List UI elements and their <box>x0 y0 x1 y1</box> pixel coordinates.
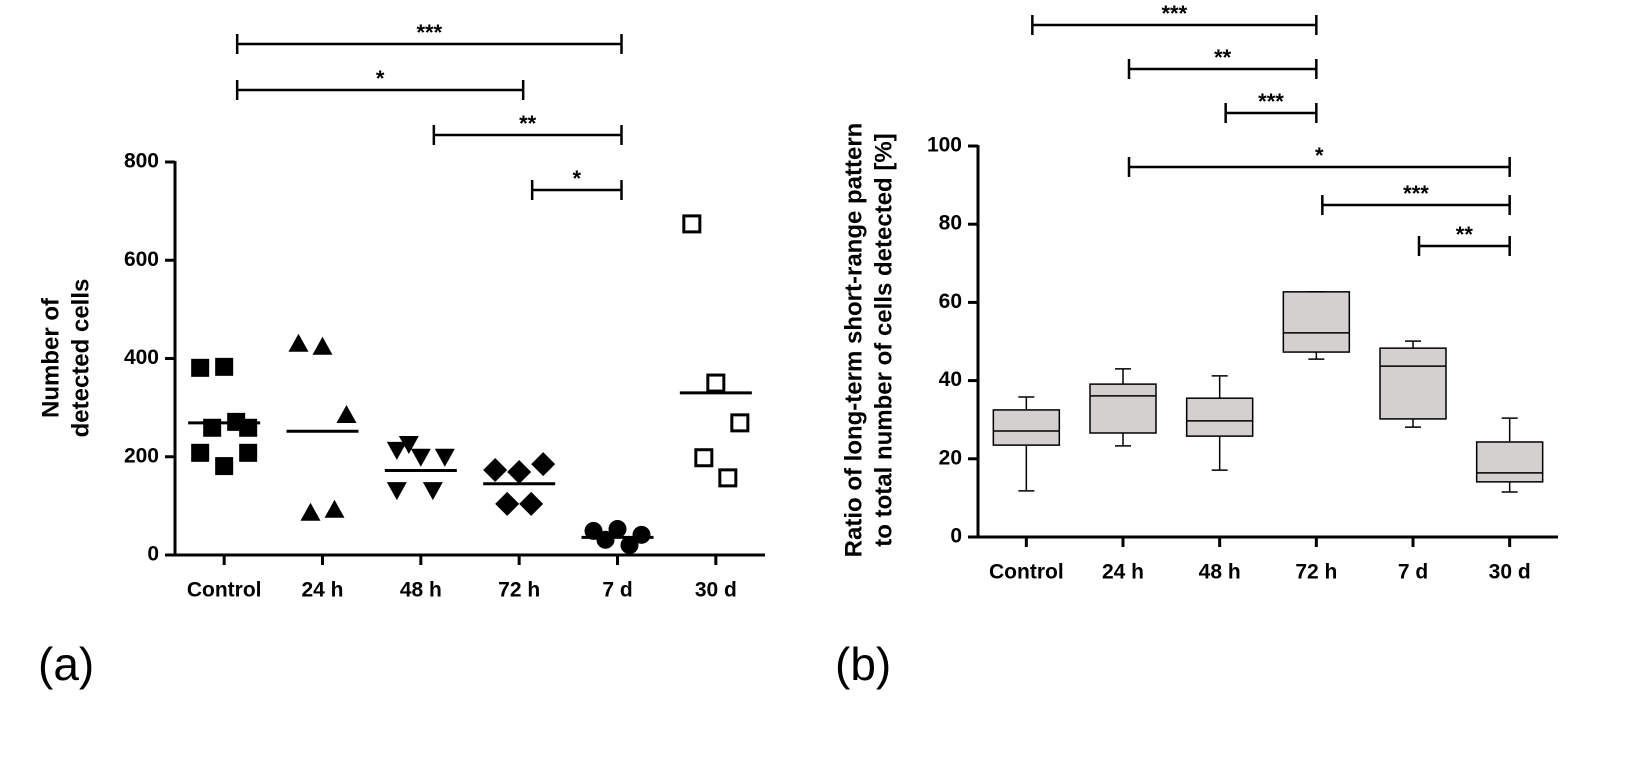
x-tick-label: 30 d <box>695 579 737 602</box>
data-point <box>596 530 615 549</box>
data-point <box>519 491 544 516</box>
y-axis-label: to total number of cells detected [%] <box>870 133 897 546</box>
data-point <box>706 373 726 393</box>
data-point <box>215 357 234 376</box>
significance-label: *** <box>416 20 442 45</box>
y-axis-label: detected cells <box>67 279 94 438</box>
data-point <box>694 448 714 468</box>
data-point <box>632 525 651 544</box>
y-tick-label: 0 <box>950 525 962 548</box>
y-tick-label: 600 <box>124 248 159 271</box>
data-point <box>434 448 455 467</box>
y-tick-label: 400 <box>124 346 159 369</box>
box <box>1089 383 1157 434</box>
y-tick-label: 80 <box>939 212 962 235</box>
data-point <box>288 333 309 352</box>
panel-label: (b) <box>835 638 891 690</box>
y-tick-label: 100 <box>927 134 962 157</box>
significance-label: ** <box>1214 45 1232 70</box>
box <box>1475 441 1544 483</box>
significance-label: * <box>1315 143 1324 168</box>
significance-label: *** <box>1403 181 1429 206</box>
x-tick-label: 72 h <box>498 579 540 602</box>
x-tick-label: Control <box>989 561 1064 584</box>
data-point <box>495 491 520 516</box>
x-tick-label: 7 d <box>602 579 632 602</box>
data-point <box>608 519 627 538</box>
y-tick-label: 40 <box>939 368 962 391</box>
x-tick-label: 30 d <box>1489 561 1531 584</box>
data-point <box>483 458 508 483</box>
data-point <box>730 413 750 433</box>
data-point <box>324 499 345 518</box>
data-point <box>531 452 556 477</box>
significance-label: *** <box>1258 89 1284 114</box>
data-point <box>718 468 738 488</box>
data-point <box>336 404 357 423</box>
box <box>1185 397 1254 437</box>
data-point <box>312 336 333 355</box>
panel-label: (a) <box>38 638 94 690</box>
data-point <box>386 441 407 460</box>
significance-label: * <box>573 166 582 191</box>
y-tick-label: 20 <box>939 446 962 469</box>
x-tick-label: 7 d <box>1398 561 1428 584</box>
significance-label: ** <box>1456 222 1474 247</box>
data-point <box>191 443 210 462</box>
data-point <box>215 457 234 476</box>
y-tick-label: 200 <box>124 444 159 467</box>
box <box>1379 347 1447 420</box>
data-point <box>300 502 321 521</box>
y-axis-label: Ratio of long-term short-range pattern <box>840 123 867 558</box>
x-tick-label: 48 h <box>1199 561 1241 584</box>
y-tick-label: 60 <box>939 290 962 313</box>
x-tick-label: 48 h <box>400 579 442 602</box>
data-point <box>620 536 639 555</box>
data-point <box>239 443 258 462</box>
x-tick-label: 24 h <box>1102 561 1144 584</box>
data-point <box>682 214 702 234</box>
significance-label: ** <box>519 111 537 136</box>
data-point <box>410 448 431 467</box>
y-tick-label: 800 <box>124 150 159 173</box>
significance-label: * <box>376 66 385 91</box>
data-point <box>422 482 443 501</box>
x-tick-label: Control <box>187 579 262 602</box>
data-point <box>191 358 210 377</box>
data-point <box>386 482 407 501</box>
data-point <box>507 459 532 484</box>
box <box>992 409 1061 446</box>
y-tick-label: 0 <box>147 543 159 566</box>
x-tick-label: 72 h <box>1295 561 1337 584</box>
x-tick-label: 24 h <box>301 579 343 602</box>
y-axis-label: Number of <box>37 297 64 418</box>
box <box>1282 291 1351 353</box>
significance-label: *** <box>1161 1 1187 26</box>
data-point <box>398 435 419 454</box>
